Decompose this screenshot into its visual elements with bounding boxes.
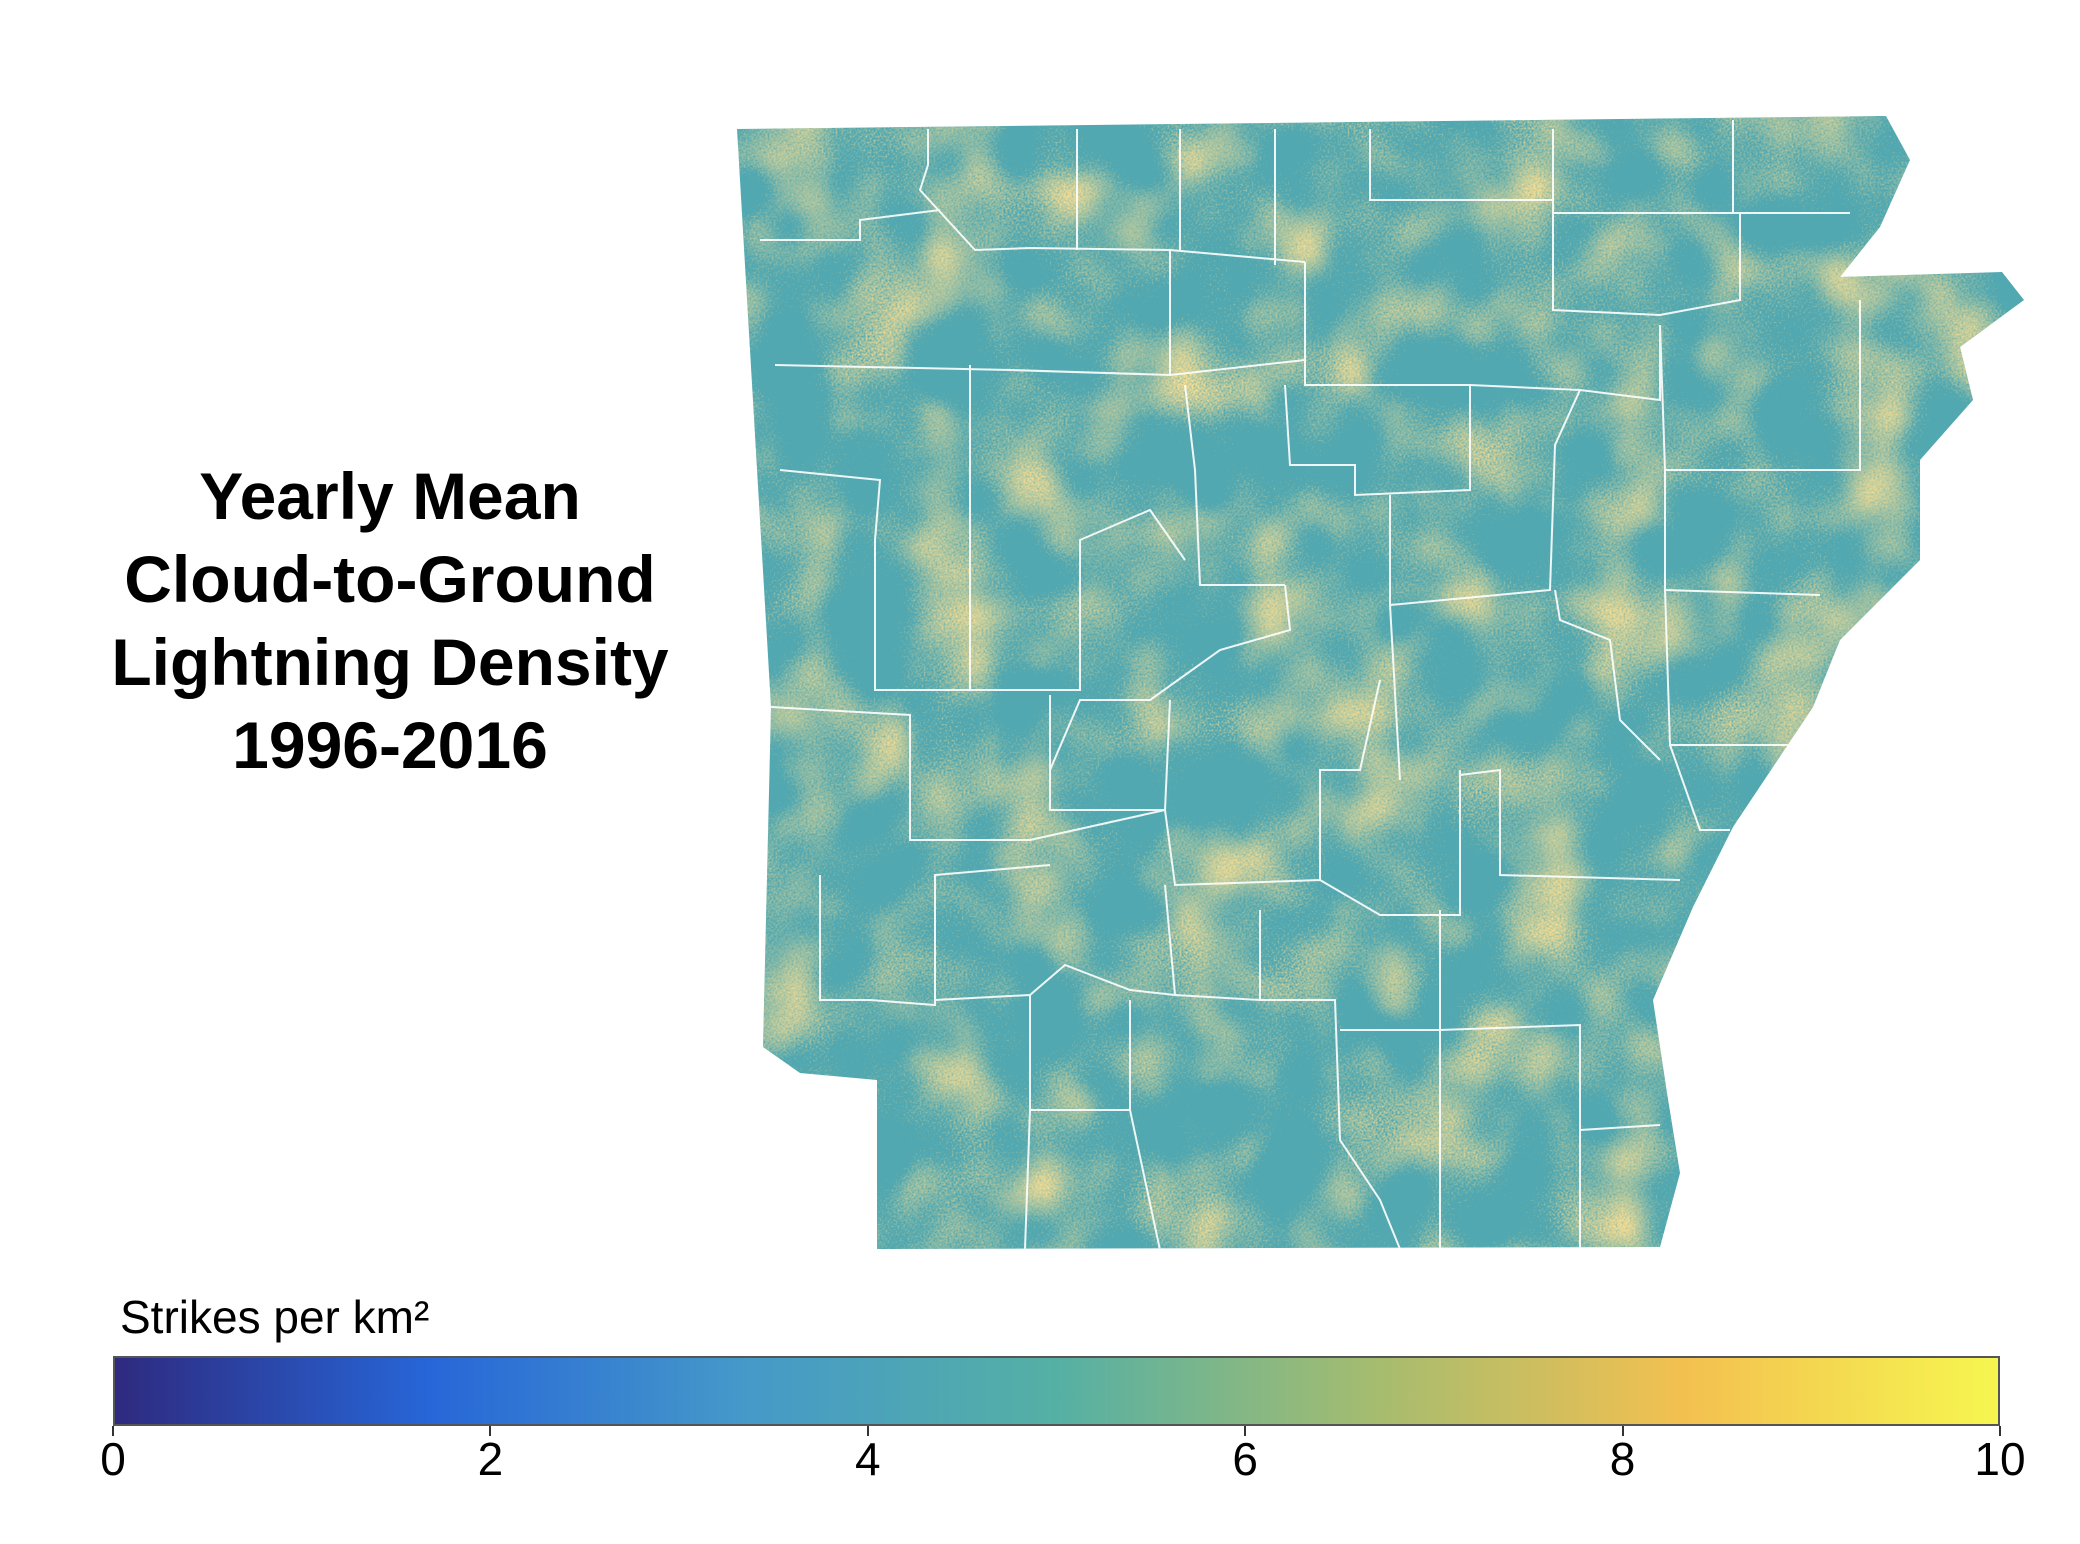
title-line: Yearly Mean	[199, 459, 581, 533]
county-border	[1319, 770, 1461, 916]
county-border	[1554, 589, 1661, 761]
colorbar-tick	[1621, 1426, 1624, 1436]
county-border	[1369, 129, 1554, 201]
county-border	[1579, 1124, 1661, 1131]
county-border	[819, 864, 1051, 1007]
county-border	[1029, 995, 1131, 1111]
county-border	[1049, 584, 1292, 771]
county-border	[1164, 679, 1381, 887]
county-border	[1669, 744, 1730, 831]
county-border	[1389, 389, 1581, 606]
colorbar	[113, 1356, 2000, 1426]
colorbar-tick-label: 0	[100, 1433, 126, 1485]
colorbar-tick	[1244, 1426, 1247, 1436]
density-texture	[737, 116, 2024, 1249]
colorbar-tick	[112, 1426, 114, 1436]
colorbar-tick-label: 6	[1232, 1433, 1258, 1485]
colorbar-tick-label: 10	[1974, 1433, 2026, 1485]
title-line: Lightning Density	[111, 625, 669, 699]
county-border	[1659, 300, 1861, 471]
colorbar-tick-label: 4	[855, 1433, 881, 1485]
county-border	[1732, 120, 1850, 214]
colorbar-tick	[866, 1426, 869, 1436]
county-border	[1259, 910, 1401, 1249]
county-border	[1552, 200, 1741, 317]
county-border	[1439, 1023, 1581, 1249]
county-border	[1049, 695, 1171, 811]
county-border	[1459, 768, 1681, 881]
map-title: Yearly Mean Cloud-to-Ground Lightning De…	[40, 455, 740, 787]
county-border	[1184, 384, 1285, 586]
county-border	[774, 325, 1661, 402]
county-border	[770, 706, 1166, 841]
colorbar-tick-label: 8	[1609, 1433, 1636, 1485]
colorbar-tick-label: 2	[477, 1433, 504, 1485]
colorbar-label: Strikes per km²	[120, 1291, 430, 1343]
county-borders	[760, 120, 1861, 1249]
county-border	[1164, 884, 1176, 996]
colorbar-tick	[489, 1426, 492, 1436]
colorbar-tick	[1999, 1426, 2001, 1436]
county-border	[1024, 1109, 1031, 1249]
county-border	[760, 209, 941, 241]
county-border	[1129, 1109, 1161, 1249]
title-line: Cloud-to-Ground	[124, 542, 656, 616]
title-line: 1996-2016	[232, 708, 548, 782]
county-border	[779, 469, 970, 691]
county-border	[969, 365, 1186, 691]
county-border	[1284, 384, 1471, 497]
